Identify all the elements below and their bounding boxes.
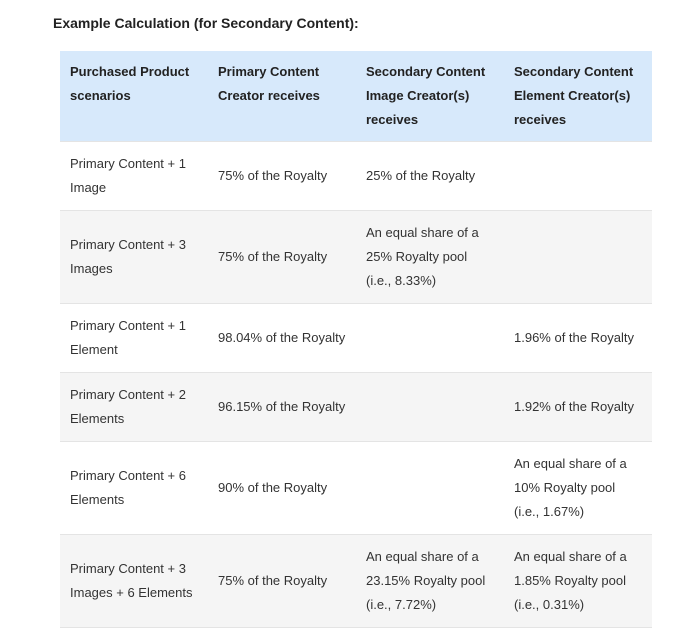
royalty-table: Purchased Product scenarios Primary Conte…	[60, 51, 652, 628]
table-cell	[356, 441, 504, 535]
table-row: Primary Content + 1 Image 75% of the Roya…	[60, 141, 652, 211]
table-cell	[504, 141, 652, 211]
table-cell: 90% of the Royalty	[208, 441, 356, 535]
table-cell	[356, 303, 504, 373]
table-cell: Primary Content + 3 Images + 6 Elements	[60, 534, 208, 628]
table-cell: 75% of the Royalty	[208, 210, 356, 304]
table-cell: Primary Content + 2 Elements	[60, 372, 208, 442]
table-cell: An equal share of a 23.15% Royalty pool …	[356, 534, 504, 628]
table-cell: 96.15% of the Royalty	[208, 372, 356, 442]
table-cell: 75% of the Royalty	[208, 534, 356, 628]
table-row: Primary Content + 6 Elements 90% of the R…	[60, 441, 652, 535]
table-cell: Primary Content + 1 Element	[60, 303, 208, 373]
table-row: Primary Content + 2 Elements 96.15% of th…	[60, 372, 652, 442]
table-cell: 25% of the Royalty	[356, 141, 504, 211]
header-cell: Secondary Content Image Creator(s) recei…	[356, 51, 504, 142]
table-cell: Primary Content + 3 Images	[60, 210, 208, 304]
header-cell: Secondary Content Element Creator(s) rec…	[504, 51, 652, 142]
table-body: Primary Content + 1 Image 75% of the Roya…	[60, 141, 652, 628]
table-cell: An equal share of a 10% Royalty pool (i.…	[504, 441, 652, 535]
heading: Example Calculation (for Secondary Conte…	[53, 15, 359, 31]
table-row: Primary Content + 3 Images + 6 Elements 7…	[60, 534, 652, 628]
table-cell: 1.96% of the Royalty	[504, 303, 652, 373]
table-cell: An equal share of a 1.85% Royalty pool (…	[504, 534, 652, 628]
header-row: Purchased Product scenarios Primary Conte…	[60, 51, 652, 142]
table-cell: 98.04% of the Royalty	[208, 303, 356, 373]
table-row: Primary Content + 1 Element 98.04% of the…	[60, 303, 652, 373]
header-cell: Primary Content Creator receives	[208, 51, 356, 142]
table-cell: 1.92% of the Royalty	[504, 372, 652, 442]
header-cell: Purchased Product scenarios	[60, 51, 208, 142]
table-cell	[504, 210, 652, 304]
table-cell: Primary Content + 1 Image	[60, 141, 208, 211]
table-cell: 75% of the Royalty	[208, 141, 356, 211]
table-cell: Primary Content + 6 Elements	[60, 441, 208, 535]
table-cell: An equal share of a 25% Royalty pool (i.…	[356, 210, 504, 304]
table-row: Primary Content + 3 Images 75% of the Roy…	[60, 210, 652, 304]
table-cell	[356, 372, 504, 442]
